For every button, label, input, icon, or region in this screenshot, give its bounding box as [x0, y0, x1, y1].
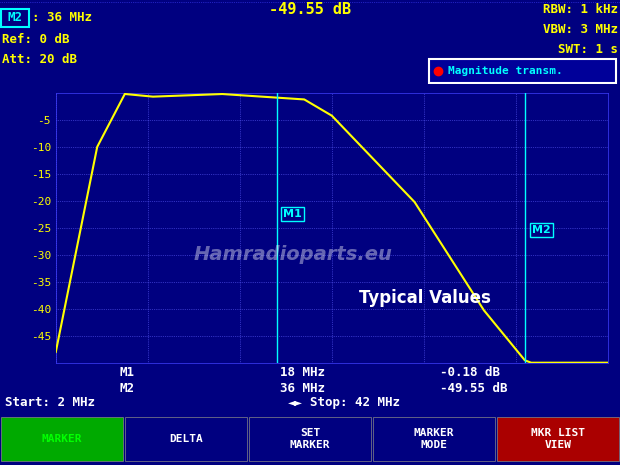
Text: MKR LIST
VIEW: MKR LIST VIEW [531, 428, 585, 450]
Text: -49.55 dB: -49.55 dB [269, 2, 351, 18]
Text: Hamradioparts.eu: Hamradioparts.eu [193, 245, 392, 264]
Text: DELTA: DELTA [169, 434, 203, 444]
Text: RBW: 1 kHz: RBW: 1 kHz [543, 3, 618, 16]
FancyBboxPatch shape [1, 417, 123, 461]
Text: ◄►: ◄► [288, 398, 303, 407]
Text: SET
MARKER: SET MARKER [290, 428, 330, 450]
FancyBboxPatch shape [497, 417, 619, 461]
FancyBboxPatch shape [373, 417, 495, 461]
Text: SWT: 1 s: SWT: 1 s [558, 43, 618, 56]
Text: M1: M1 [283, 209, 302, 219]
Text: Ref: 0 dB: Ref: 0 dB [2, 33, 69, 46]
Text: VBW: 3 MHz: VBW: 3 MHz [543, 23, 618, 36]
Text: -49.55 dB: -49.55 dB [440, 382, 508, 395]
Text: M2: M2 [532, 225, 551, 235]
Text: : 36 MHz: : 36 MHz [32, 12, 92, 25]
Text: Stop: 42 MHz: Stop: 42 MHz [310, 396, 400, 409]
Text: Start: 2 MHz: Start: 2 MHz [5, 396, 95, 409]
Text: MARKER
MODE: MARKER MODE [414, 428, 454, 450]
Text: Att: 20 dB: Att: 20 dB [2, 53, 77, 66]
FancyBboxPatch shape [249, 417, 371, 461]
Text: M2: M2 [7, 12, 22, 25]
Text: -0.18 dB: -0.18 dB [440, 366, 500, 379]
Text: M1: M1 [120, 366, 135, 379]
Text: Typical Values: Typical Values [360, 289, 491, 307]
Text: M2: M2 [120, 382, 135, 395]
Text: 36 MHz: 36 MHz [280, 382, 325, 395]
Text: MARKER: MARKER [42, 434, 82, 444]
FancyBboxPatch shape [125, 417, 247, 461]
Text: Magnitude transm.: Magnitude transm. [448, 66, 563, 76]
FancyBboxPatch shape [429, 59, 616, 83]
Text: 18 MHz: 18 MHz [280, 366, 325, 379]
FancyBboxPatch shape [1, 9, 29, 27]
